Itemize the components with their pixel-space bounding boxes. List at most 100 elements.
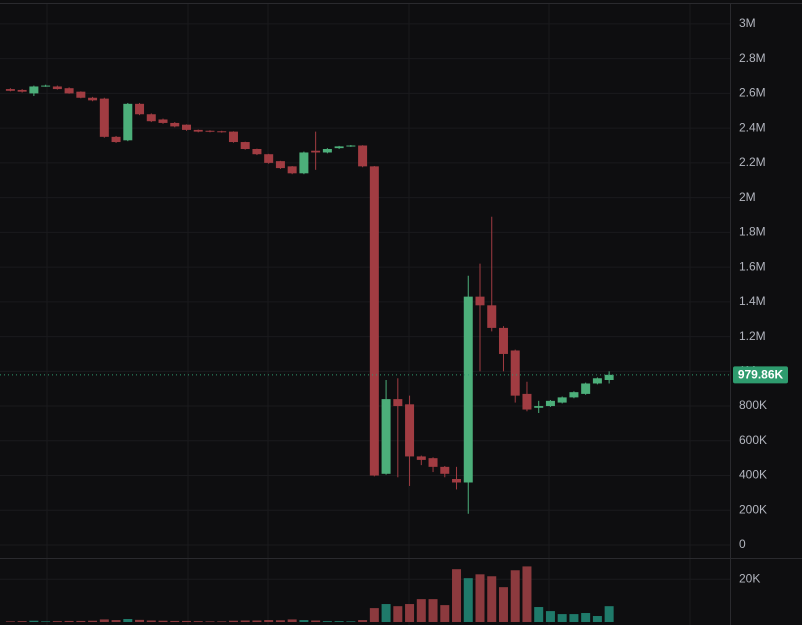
candle-body (581, 383, 591, 394)
candle-body (510, 350, 520, 396)
candle-body (64, 88, 74, 94)
candle-body (416, 456, 426, 460)
candle-body (428, 458, 438, 467)
volume-bar (440, 605, 450, 622)
volume-bar (393, 606, 403, 622)
candle-body (275, 161, 285, 169)
volume-bar (534, 607, 544, 622)
candle-body (264, 154, 274, 163)
candle-body (135, 103, 145, 115)
y-tick-label: 0 (739, 537, 746, 551)
volume-bar (193, 621, 203, 622)
volume-bar (545, 611, 555, 622)
volume-bar (264, 620, 274, 622)
candle-body (99, 98, 109, 137)
candle-body (498, 327, 508, 354)
y-tick-label: 1.2M (739, 329, 766, 343)
volume-bar (311, 620, 321, 622)
candle-body (358, 145, 368, 167)
volume-bar (463, 578, 473, 622)
candle-body (111, 136, 121, 143)
volume-bar (322, 621, 332, 622)
candle-body (557, 397, 567, 403)
candle-body (52, 86, 62, 90)
candle-body (76, 91, 86, 98)
volume-bar (41, 621, 51, 622)
candle-body (475, 296, 485, 306)
volume-bar (452, 569, 462, 622)
volume-bar (88, 620, 98, 622)
candle-body (88, 97, 98, 101)
volume-bar (135, 619, 145, 622)
candle-body (5, 89, 15, 91)
volume-bar (228, 620, 238, 622)
candle-body (463, 296, 473, 483)
volume-bar (123, 619, 133, 622)
volume-bar (64, 620, 74, 622)
volume-bar (158, 620, 168, 622)
y-tick-label: 600K (739, 433, 767, 447)
candle-body (193, 129, 203, 132)
y-tick-label: 2M (739, 190, 756, 204)
candle-body (17, 89, 27, 92)
y-tick-label: 2.2M (739, 155, 766, 169)
candle-body (182, 124, 191, 130)
y-tick-label: 1.6M (739, 259, 766, 273)
volume-bar (405, 604, 415, 622)
candle-body (334, 146, 344, 149)
volume-bar (428, 599, 438, 622)
volume-bar (240, 620, 250, 622)
candle-body (369, 166, 379, 476)
volume-bar (604, 606, 614, 622)
candle-body (545, 400, 555, 407)
volume-bar (217, 621, 227, 622)
volume-bar (381, 604, 391, 622)
candle-body (534, 406, 544, 408)
volume-bar (299, 620, 309, 622)
candle-body (170, 122, 180, 127)
y-tick-label: 1.4M (739, 294, 766, 308)
candle-body (228, 131, 238, 143)
volume-bar (334, 621, 344, 622)
candle-body (393, 399, 403, 407)
candle-body (240, 142, 250, 149)
volume-bar (475, 574, 485, 622)
candle-body (522, 393, 532, 410)
candle-body (405, 404, 415, 457)
volume-bar (581, 613, 591, 622)
candle-body (158, 119, 168, 123)
volume-bar (52, 621, 62, 622)
volume-bar (510, 570, 520, 622)
candle-body (311, 150, 321, 153)
candle-body (346, 145, 356, 147)
y-tick-label: 1.8M (739, 225, 766, 239)
volume-bar (487, 576, 497, 622)
last-price-label: 979.86K (738, 367, 784, 381)
volume-bar (146, 620, 156, 622)
candle-body (322, 148, 332, 153)
volume-bar (287, 619, 297, 622)
volume-bar (76, 620, 86, 622)
candle-body (299, 152, 309, 174)
candle-body (287, 166, 297, 174)
volume-bar (369, 608, 379, 622)
volume-bar (592, 616, 602, 622)
volume-bar (17, 621, 27, 622)
candle-body (487, 305, 497, 328)
candle-body (592, 378, 602, 384)
volume-bar (557, 614, 567, 622)
y-tick-label: 400K (739, 468, 767, 482)
candle-body (217, 131, 227, 133)
volume-bar (5, 621, 15, 622)
volume-bar (111, 620, 121, 622)
candle-body (569, 392, 579, 398)
y-tick-label: 3M (739, 16, 756, 30)
volume-tick-label: 20K (739, 571, 760, 585)
volume-bar (569, 614, 579, 622)
volume-bar (522, 566, 532, 622)
y-tick-label: 800K (739, 398, 767, 412)
y-tick-label: 200K (739, 502, 767, 516)
